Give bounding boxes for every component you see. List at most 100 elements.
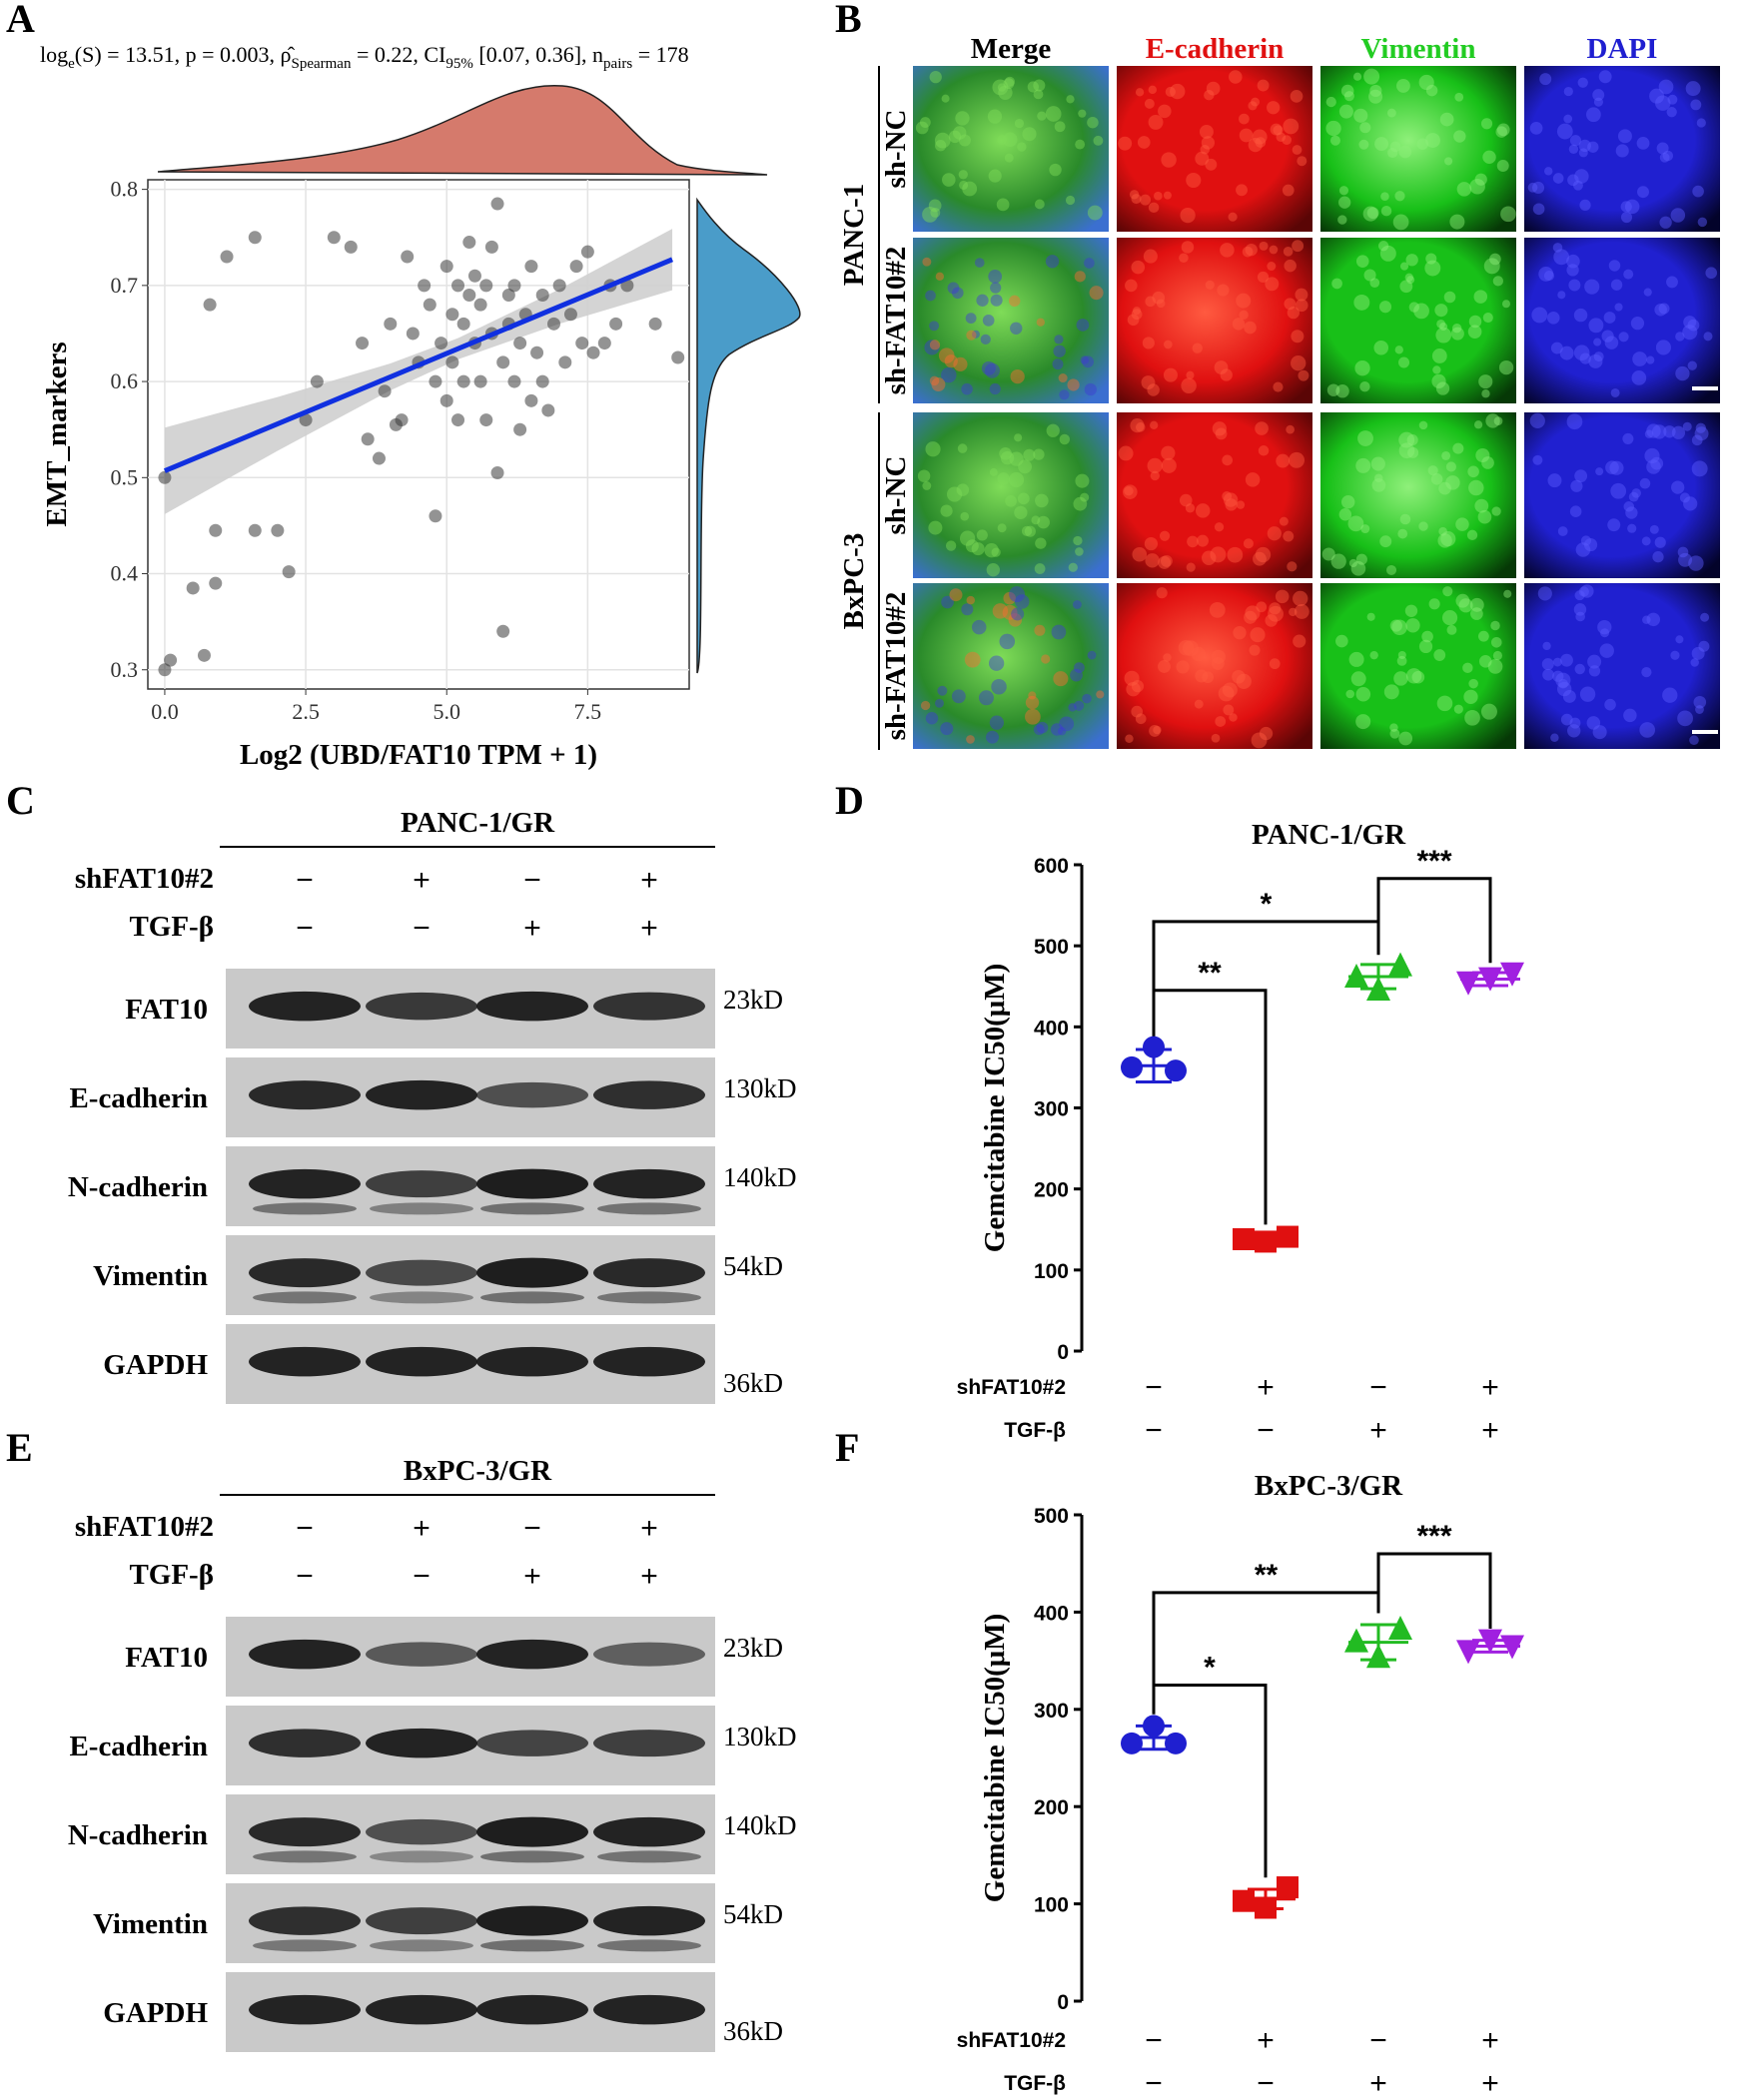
- treatment-label: TGF-β: [129, 1559, 214, 1591]
- data-point: [1233, 1889, 1255, 1912]
- cell-nucleus: [1270, 123, 1283, 136]
- cell-nucleus: [988, 169, 1002, 183]
- data-point: [435, 337, 448, 350]
- cell-nucleus: [1470, 607, 1483, 620]
- cell-nucleus: [1398, 356, 1410, 368]
- cell-nucleus: [1357, 430, 1373, 446]
- cell-nucleus: [1440, 531, 1456, 547]
- data-point: [490, 197, 504, 211]
- cell-nucleus: [1644, 447, 1660, 464]
- cell-nucleus: [1643, 288, 1652, 297]
- cell-nucleus: [922, 206, 938, 223]
- cell-nucleus: [1205, 158, 1218, 171]
- secondary-band: [253, 1291, 357, 1304]
- cell-nucleus: [981, 360, 996, 375]
- cell-nucleus: [1603, 312, 1616, 324]
- protein-band: [593, 1730, 705, 1757]
- data-point: [479, 279, 493, 293]
- cell-nucleus: [1391, 619, 1407, 636]
- secondary-band: [597, 1850, 701, 1863]
- micrograph-image: [1117, 66, 1312, 232]
- western-blot-panc1: PANC-1/GR shFAT10#2 − + − + TGF-β − − + + FAT10 23kD…: [68, 807, 797, 1404]
- cell-nucleus: [1574, 469, 1588, 483]
- data-point: [1143, 1715, 1165, 1738]
- cell-nucleus: [1074, 271, 1086, 283]
- secondary-band: [370, 1291, 473, 1304]
- cell-nucleus: [1379, 535, 1392, 548]
- cell-nucleus: [1569, 505, 1582, 518]
- data-point: [1233, 1227, 1255, 1250]
- cell-nucleus: [1348, 651, 1364, 667]
- data-point: [271, 523, 285, 537]
- secondary-band: [597, 1202, 701, 1215]
- cell-nucleus: [1259, 726, 1274, 741]
- cell-nucleus: [1142, 337, 1155, 350]
- secondary-band: [480, 1939, 584, 1952]
- cell-nucleus: [1428, 598, 1440, 610]
- cell-nucleus: [1073, 600, 1082, 609]
- cell-nucleus: [1552, 173, 1564, 184]
- secondary-band: [370, 1850, 473, 1863]
- treatment-label: TGF-β: [1004, 1419, 1066, 1442]
- y-tick-label: 500: [1034, 1505, 1069, 1528]
- protein-band: [366, 1728, 477, 1758]
- cell-nucleus: [1059, 389, 1070, 400]
- cell-nucleus: [1010, 322, 1023, 335]
- protein-band: [593, 1816, 705, 1847]
- cell-nucleus: [1014, 118, 1025, 129]
- cell-nucleus: [1366, 207, 1379, 220]
- cell-nucleus: [1568, 279, 1581, 292]
- cell-nucleus: [1430, 472, 1443, 485]
- protein-band: [476, 1905, 588, 1936]
- data-point: [1344, 1628, 1368, 1653]
- cell-nucleus: [1380, 192, 1389, 201]
- cell-nucleus: [1343, 91, 1354, 102]
- cell-nucleus: [1696, 118, 1706, 128]
- cell-nucleus: [1631, 370, 1647, 385]
- chart-title: PANC-1/GR: [1252, 819, 1406, 851]
- treatment-sign: +: [1369, 2067, 1387, 2100]
- cell-nucleus: [1338, 104, 1353, 119]
- cell-nucleus: [1473, 420, 1483, 429]
- treatment-sign: −: [413, 1560, 431, 1593]
- significance-stars: **: [1255, 1559, 1279, 1592]
- cell-nucleus: [1074, 700, 1085, 711]
- cell-nucleus: [1573, 603, 1587, 616]
- protein-band: [249, 1080, 361, 1110]
- molecular-weight-label: 130kD: [723, 1722, 797, 1751]
- cell-nucleus: [1150, 470, 1161, 481]
- cell-nucleus: [1632, 351, 1647, 366]
- cell-nucleus: [928, 520, 943, 535]
- cell-nucleus: [978, 690, 994, 706]
- secondary-band: [253, 1850, 357, 1863]
- data-point: [1388, 1615, 1412, 1640]
- cell-nucleus: [1435, 327, 1452, 344]
- data-point: [158, 663, 172, 677]
- cell-nucleus: [1248, 137, 1263, 153]
- cell-nucleus: [1135, 713, 1147, 725]
- data-point: [513, 337, 527, 350]
- scale-bar: [1692, 730, 1718, 734]
- cell-nucleus: [1075, 139, 1086, 150]
- cell-nucleus: [1087, 650, 1097, 660]
- cell-nucleus: [1204, 89, 1215, 101]
- significance-bracket: [1376, 1552, 1492, 1629]
- cell-nucleus: [1608, 260, 1621, 272]
- cell-nucleus: [1170, 83, 1186, 100]
- cell-nucleus: [1425, 84, 1438, 97]
- data-point: [1456, 1640, 1480, 1665]
- cell-nucleus: [1418, 639, 1433, 654]
- cell-nucleus: [1490, 636, 1502, 648]
- cell-nucleus: [1298, 369, 1309, 381]
- y-tick-label: 0.5: [111, 464, 139, 489]
- cell-nucleus: [1431, 349, 1447, 363]
- blot-title: PANC-1/GR: [401, 807, 555, 839]
- treatment-sign: +: [640, 912, 658, 945]
- cell-nucleus: [1659, 216, 1672, 229]
- treatment-sign: −: [1369, 1371, 1387, 1404]
- treatment-sign: −: [1145, 1414, 1163, 1447]
- cell-nucleus: [1678, 552, 1693, 567]
- cell-nucleus: [1050, 723, 1064, 736]
- protein-band: [249, 1729, 361, 1757]
